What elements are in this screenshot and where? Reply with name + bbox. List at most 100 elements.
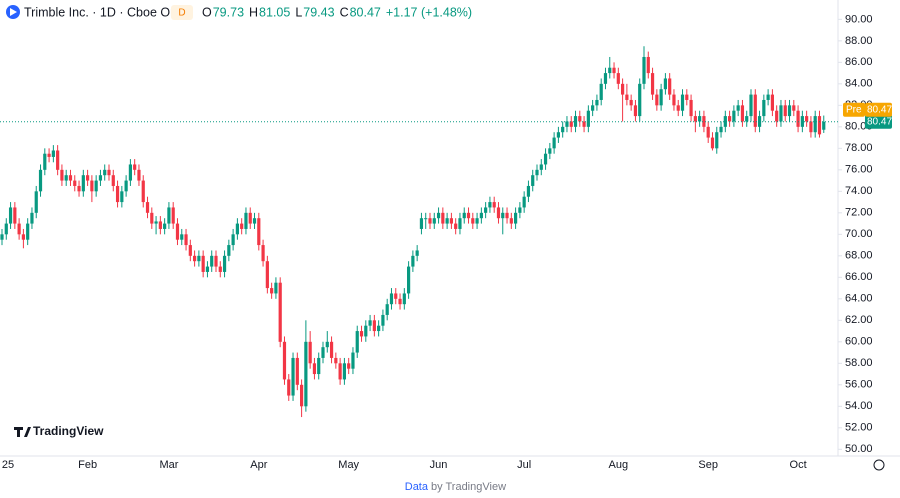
candle-body [441,212,445,224]
candle-body [638,83,642,117]
candle-body [646,56,650,74]
candle-body [458,218,462,229]
candle-body [728,116,732,122]
candle-body [809,121,813,133]
candle-body [603,73,608,84]
chart-title: Trimble Inc. · 1D · Cboe One [24,5,184,19]
candle-body [732,110,736,122]
candle-body [317,357,321,375]
candle-body [60,169,64,181]
candle-body [81,175,85,192]
candle-body [556,132,560,138]
candle-body [415,250,419,256]
candle-body [8,207,13,224]
candle-body [64,175,68,181]
candle-body [663,78,667,90]
y-tick-label: 90.00 [845,13,873,25]
badge: D [178,8,185,19]
candle-body [364,325,368,337]
candle-body [432,218,436,224]
candle-body [462,212,466,219]
y-tick-label: 78.00 [845,142,873,154]
logo: TradingView [33,424,104,438]
candle-body [103,169,107,176]
candle-body [287,379,291,396]
candle-body [300,384,304,407]
y-tick-label: 86.00 [845,56,873,68]
candle-body [120,191,124,203]
candle-body [295,357,299,385]
candle-body [419,218,424,229]
candle-body [329,341,334,358]
candle-body [582,121,586,127]
candle-body [753,94,757,127]
candle-body [676,105,680,111]
badge-bg [171,5,193,20]
legend-label: O [202,5,212,19]
candle-body [715,132,719,149]
candle-body [98,175,103,181]
legend-label: L [295,5,302,19]
candle-body [368,320,372,326]
candle-body [325,341,329,348]
x-tick-label: Apr [250,459,267,471]
candle-body [608,67,612,74]
candle-body [222,255,227,272]
candle-body [526,185,531,197]
candle-body [43,153,47,170]
candle-body [218,266,222,272]
legend-label: C [340,5,349,19]
candle-body [723,116,727,127]
y-tick-label: 84.00 [845,78,873,90]
candle-body [214,255,218,267]
pre-label-bg [843,102,865,117]
candle-body [522,196,526,208]
candle-body [124,180,128,192]
candle-body [668,78,672,95]
ohlc-legend: O 79.73 H 81.05 L 79.43 C 80.47 +1.17 (+1.48%) [202,5,472,19]
candle-body [188,245,192,256]
y-tick-label: 68.00 [845,250,873,262]
candle-body [535,169,539,176]
candle-body [783,105,787,117]
settings-icon[interactable] [873,459,885,471]
candle-body [377,325,381,332]
x-tick-label: May [338,459,359,471]
y-tick-label: 54.00 [845,400,873,412]
candle-body [659,89,663,106]
candle-body [47,153,51,157]
candle-body [475,218,479,224]
candle-body [445,218,449,224]
logo-bg[interactable] [10,421,102,443]
candle-body [488,202,492,208]
candle-body [13,207,17,224]
candle-body [372,320,376,332]
candle-body [800,116,804,127]
candle-body [68,175,73,181]
candle-body [77,185,81,192]
candle-body [621,83,625,95]
candle-body [569,121,573,127]
candle-body [385,304,389,315]
candle-body [505,212,509,219]
candle-body [514,212,518,224]
candle-body [655,94,659,106]
candle-body [308,341,312,364]
candle-body [398,298,402,305]
x-tick-label: Mar [159,459,178,471]
legend-change: +1.17 (+1.48%) [386,5,472,19]
candle-body [745,116,749,122]
candle-body [805,116,809,122]
candle-body [21,234,25,240]
y-tick-label: 66.00 [845,271,873,283]
candle-body [274,282,278,294]
candle-body [710,137,715,149]
y-tick-label: 74.00 [845,185,873,197]
candle-body [599,83,603,100]
candle-body [693,116,697,122]
candle-body [291,357,295,396]
footer-link[interactable]: Data [405,481,429,493]
x-tick-label: Jul [517,459,531,471]
candle-body [137,169,141,181]
candle-body [86,175,90,181]
